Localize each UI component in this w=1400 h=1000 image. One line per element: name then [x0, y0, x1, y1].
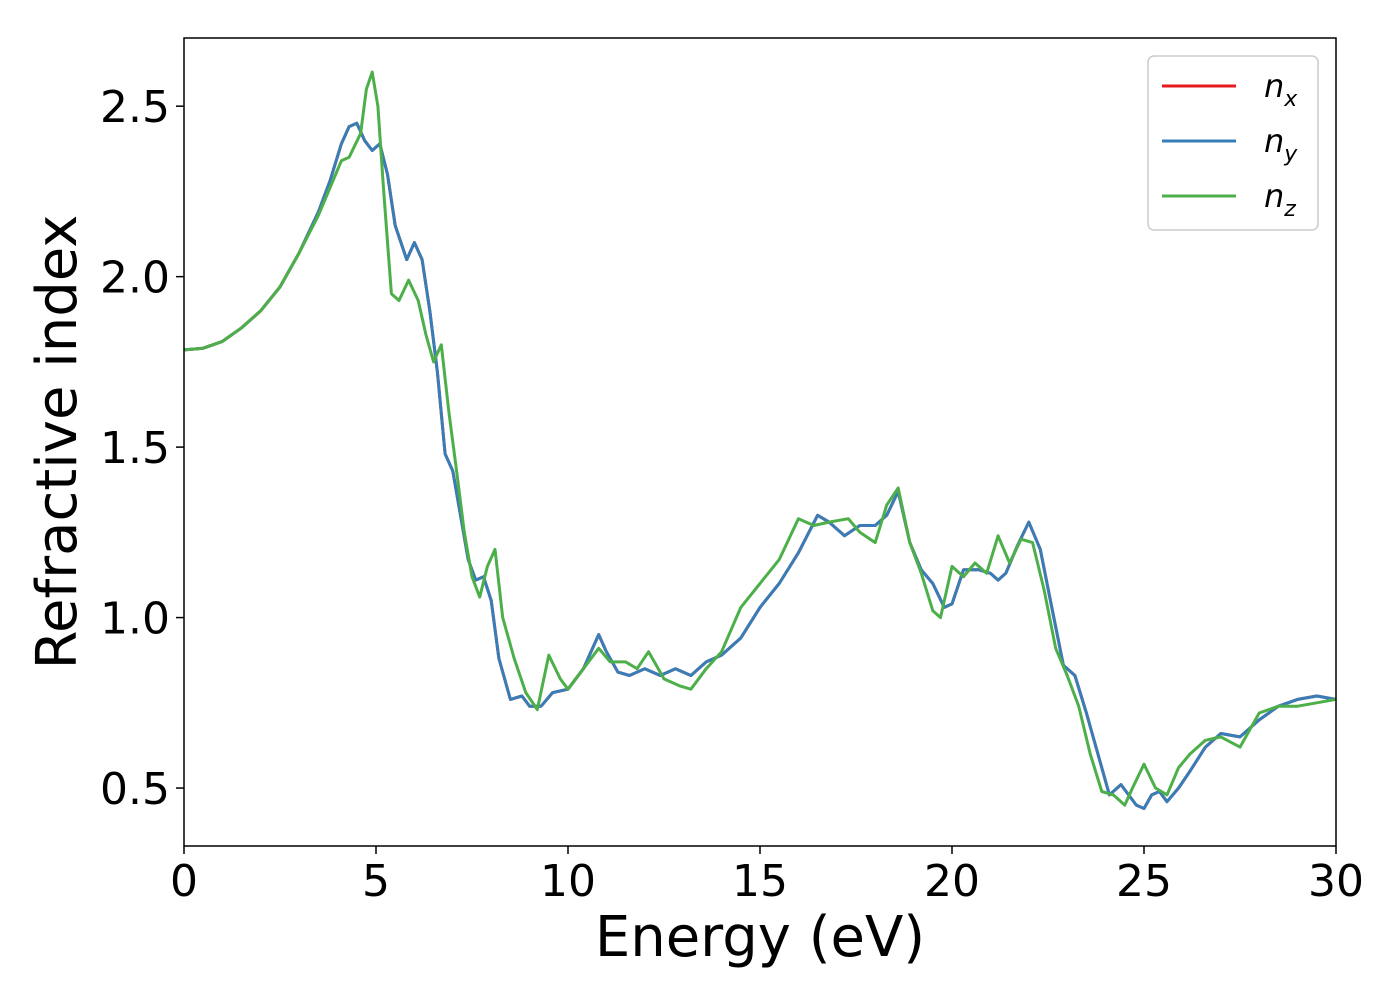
legend-label-y: ny [1264, 122, 1298, 167]
y-tick-label: 1.5 [100, 423, 170, 474]
plot-lines [184, 70, 1336, 810]
x-axis-title: Energy (eV) [595, 905, 925, 970]
x-tick-label: 20 [924, 856, 980, 907]
x-tick-label: 30 [1308, 856, 1364, 907]
x-tick-label: 0 [170, 856, 198, 907]
x-tick-label: 10 [540, 856, 596, 907]
legend-box [1147, 55, 1319, 231]
y-tick-label: 2.5 [100, 82, 170, 133]
x-tick-label: 5 [362, 856, 390, 907]
x-axis-ticks: 0 5 10 15 20 25 30 [170, 846, 1364, 907]
y-tick-label: 2.0 [100, 253, 170, 304]
legend-label-x: nx [1264, 67, 1298, 112]
legend: nx ny nz [1147, 55, 1319, 231]
series-line-y [184, 121, 1336, 810]
y-axis-title: Refractive index [25, 215, 90, 670]
y-tick-label: 1.0 [100, 594, 170, 645]
legend-label-z: nz [1264, 177, 1296, 222]
series-line-z [184, 70, 1336, 807]
x-tick-label: 15 [732, 856, 788, 907]
y-tick-label: 0.5 [100, 764, 170, 815]
x-tick-label: 25 [1116, 856, 1172, 907]
y-axis-ticks: 0.5 1.0 1.5 2.0 2.5 [100, 82, 184, 815]
